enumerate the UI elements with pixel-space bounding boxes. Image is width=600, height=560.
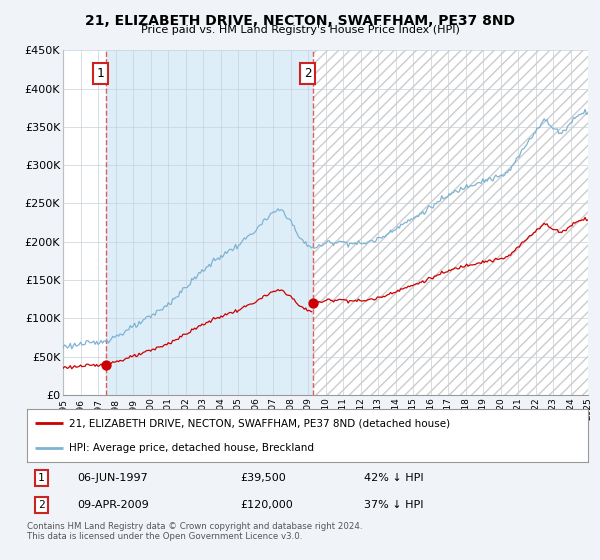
Text: 21, ELIZABETH DRIVE, NECTON, SWAFFHAM, PE37 8ND: 21, ELIZABETH DRIVE, NECTON, SWAFFHAM, P… <box>85 14 515 28</box>
Text: 1: 1 <box>38 473 44 483</box>
Text: Contains HM Land Registry data © Crown copyright and database right 2024.
This d: Contains HM Land Registry data © Crown c… <box>27 522 362 542</box>
Text: £120,000: £120,000 <box>240 500 293 510</box>
Bar <box>313 50 588 395</box>
Text: 09-APR-2009: 09-APR-2009 <box>77 500 149 510</box>
Point <box>308 298 317 307</box>
Point <box>101 360 110 369</box>
Text: 2: 2 <box>38 500 44 510</box>
Text: £39,500: £39,500 <box>240 473 286 483</box>
Text: 42% ↓ HPI: 42% ↓ HPI <box>364 473 423 483</box>
Text: HPI: Average price, detached house, Breckland: HPI: Average price, detached house, Brec… <box>69 442 314 452</box>
Text: 21, ELIZABETH DRIVE, NECTON, SWAFFHAM, PE37 8ND (detached house): 21, ELIZABETH DRIVE, NECTON, SWAFFHAM, P… <box>69 418 450 428</box>
Text: 06-JUN-1997: 06-JUN-1997 <box>77 473 148 483</box>
Text: Price paid vs. HM Land Registry's House Price Index (HPI): Price paid vs. HM Land Registry's House … <box>140 25 460 35</box>
Bar <box>106 50 313 395</box>
Text: 1: 1 <box>97 67 104 80</box>
Text: 37% ↓ HPI: 37% ↓ HPI <box>364 500 423 510</box>
Text: 2: 2 <box>304 67 311 80</box>
Bar <box>313 50 588 395</box>
